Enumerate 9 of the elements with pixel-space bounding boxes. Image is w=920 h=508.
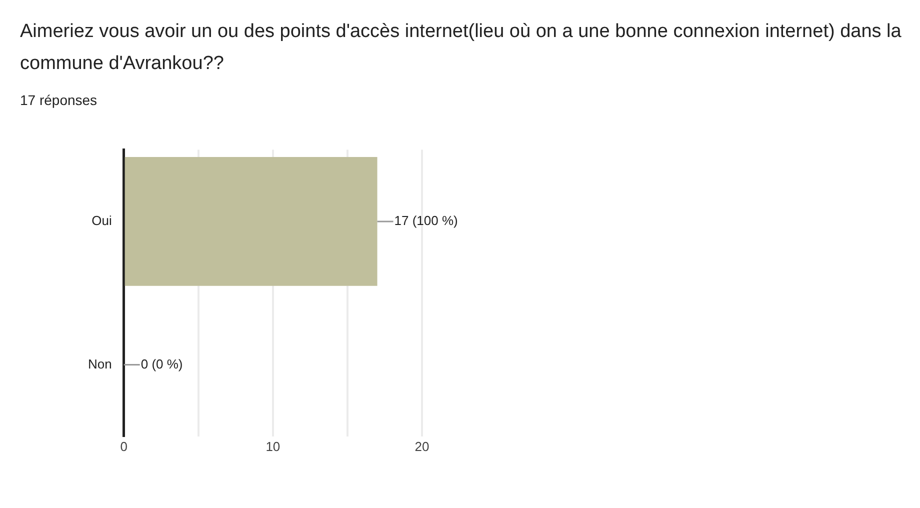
x-tick-label: 10 xyxy=(266,438,280,454)
y-tick-label: Oui xyxy=(92,213,112,228)
x-tick-label: 20 xyxy=(414,438,430,454)
chart-subtitle: 17 réponses xyxy=(20,92,98,108)
x-tick-label: 0 xyxy=(120,438,128,454)
y-tick-label: Non xyxy=(88,356,112,372)
data-label: 0 (0 %) xyxy=(140,356,183,372)
text: Aimeriez vous avoir un ou des points d'accès internet(lieu où on a une bonne connexion internet) dans la commune d'Avrankou?? xyxy=(20,20,902,76)
data-label: 17 (100 %) xyxy=(394,213,458,228)
